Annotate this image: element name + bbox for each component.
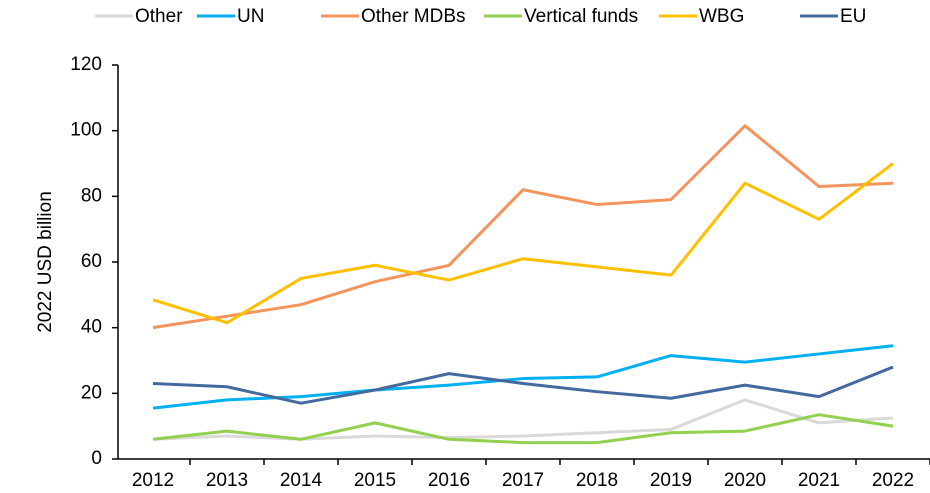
legend-label: EU — [840, 6, 866, 27]
x-tick-label: 2016 — [428, 470, 470, 491]
series-line — [152, 365, 894, 405]
x-tick-label: 2018 — [576, 470, 618, 491]
y-tick-label: 100 — [70, 120, 102, 141]
series-line — [152, 344, 894, 410]
y-tick-label: 20 — [81, 382, 102, 403]
series-line — [152, 413, 894, 445]
x-tick-label: 2020 — [724, 470, 766, 491]
x-tick-label: 2017 — [502, 470, 544, 491]
legend-label: Other — [135, 6, 183, 27]
y-tick-label: 80 — [81, 185, 102, 206]
x-tick-label: 2021 — [798, 470, 840, 491]
legend-label: Other MDBs — [361, 6, 466, 27]
x-tick-label: 2014 — [280, 470, 323, 491]
x-tick-label: 2015 — [354, 470, 396, 491]
legend-label: UN — [237, 6, 264, 27]
x-tick-label: 2022 — [872, 470, 914, 491]
y-axis-label: 2022 USD billion — [35, 191, 56, 333]
legend-label: WBG — [699, 6, 744, 27]
y-tick-label: 60 — [81, 251, 102, 272]
y-tick-label: 40 — [81, 317, 102, 338]
x-tick-label: 2012 — [132, 470, 174, 491]
series-line — [152, 124, 894, 330]
y-tick-label: 120 — [70, 54, 102, 75]
legend-label: Vertical funds — [524, 6, 638, 27]
series-line — [152, 398, 894, 441]
x-tick-label: 2013 — [206, 470, 248, 491]
y-tick-label: 0 — [91, 448, 102, 469]
x-tick-label: 2019 — [650, 470, 692, 491]
series-line — [152, 162, 894, 325]
